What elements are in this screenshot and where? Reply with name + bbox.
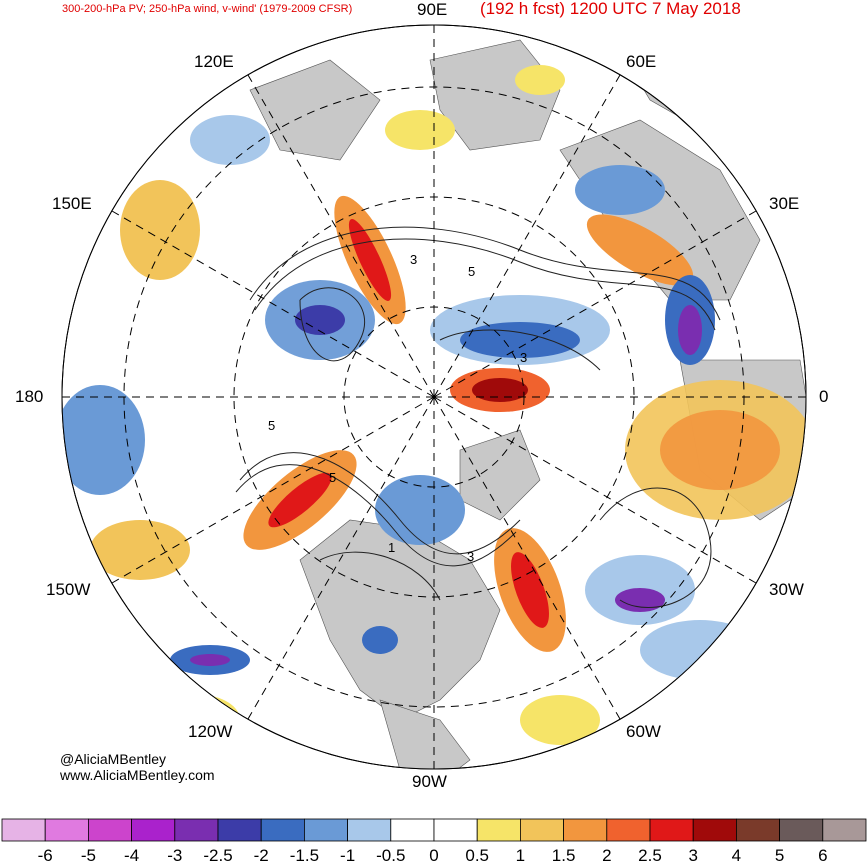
colorbar-tick: 0	[429, 846, 439, 865]
lon-label-180: 180	[15, 387, 44, 406]
colorbar-swatch	[476, 818, 521, 842]
colorbar-swatch	[779, 818, 824, 842]
lon-label-90w: 90W	[412, 772, 447, 791]
colorbar-swatch	[390, 818, 435, 842]
contour-label: 3	[410, 252, 418, 267]
colorbar-tick: -1.5	[289, 846, 320, 865]
colorbar-tick: -3	[167, 846, 183, 865]
colorbar-swatch	[44, 818, 89, 842]
lon-label-150e: 150E	[52, 194, 92, 213]
colorbar-swatch	[347, 818, 392, 842]
product-title: 300-200-hPa PV; 250-hPa wind, v-wind' (1…	[62, 3, 353, 15]
contour-label: 5	[268, 418, 276, 433]
colorbar-tick: 6	[818, 846, 828, 865]
colorbar-swatch	[692, 818, 737, 842]
wind-contours	[235, 226, 721, 608]
colorbar-swatch	[217, 818, 262, 842]
contour-label: 3	[520, 350, 528, 365]
colorbar-tick: 0.5	[465, 846, 490, 865]
colorbar-swatch	[520, 818, 565, 842]
colorbar-tick: 1	[515, 846, 526, 865]
lon-label-120w: 120W	[188, 722, 233, 741]
lon-label-90e: 90E	[417, 0, 448, 19]
colorbar-tick: 4	[731, 846, 742, 865]
colorbar-swatch	[174, 818, 219, 842]
colorbar-tick: 2	[602, 846, 612, 865]
contour-label: 5	[468, 264, 476, 279]
colorbar-tick: -2.5	[203, 846, 233, 865]
colorbar-tick: -4	[124, 846, 140, 865]
colorbar-swatch	[563, 818, 608, 842]
lon-label-150w: 150W	[46, 580, 91, 599]
colorbar-swatch	[303, 818, 348, 842]
colorbar	[1, 818, 867, 842]
polar-map	[61, 24, 807, 770]
colorbar-tick: 3	[688, 846, 698, 865]
lon-label-30e: 30E	[769, 194, 800, 213]
lon-label-0: 0	[819, 387, 829, 406]
colorbar-swatch	[606, 818, 651, 842]
contour-label: 5	[329, 470, 337, 485]
colorbar-swatch	[260, 818, 305, 842]
contour-label: 3	[467, 549, 475, 564]
colorbar-tick: 2.5	[638, 846, 662, 865]
colorbar-swatch	[822, 818, 867, 842]
colorbar-tick: -6	[37, 846, 53, 865]
colorbar-swatch	[433, 818, 478, 842]
colorbar-swatch	[88, 818, 133, 842]
colorbar-tick: -0.5	[376, 846, 406, 865]
colorbar-swatch	[736, 818, 781, 842]
lon-label-120e: 120E	[194, 52, 234, 71]
colorbar-tick: -5	[80, 846, 96, 865]
colorbar-swatch	[1, 818, 46, 842]
colorbar-tick: 1.5	[551, 846, 576, 865]
colorbar-swatch	[649, 818, 694, 842]
colorbar-swatch	[131, 818, 176, 842]
forecast-time: (192 h fcst) 1200 UTC 7 May 2018	[480, 0, 741, 18]
lon-label-60w: 60W	[626, 722, 661, 741]
colorbar-tick: -2	[253, 846, 269, 865]
contour-label: 1	[388, 540, 396, 555]
colorbar-tick: 5	[774, 846, 785, 865]
credit-site: www.AliciaMBentley.com	[60, 767, 215, 783]
lon-label-60e: 60E	[626, 52, 657, 71]
colorbar-tick: -1	[340, 846, 356, 865]
lon-label-30w: 30W	[769, 580, 804, 599]
credit-handle: @AliciaMBentley	[60, 751, 167, 767]
longitude-lines	[62, 25, 806, 769]
